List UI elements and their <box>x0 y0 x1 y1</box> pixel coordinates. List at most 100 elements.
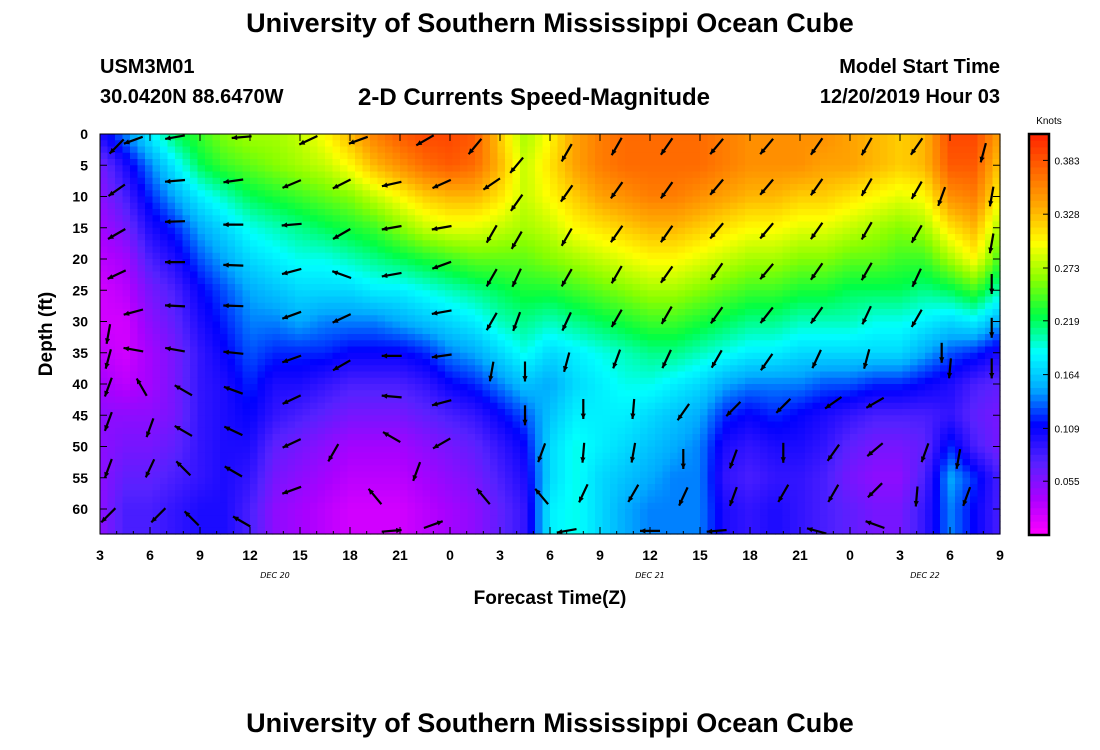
heatmap-cell <box>340 246 349 254</box>
heatmap-cell <box>130 490 139 498</box>
heatmap-cell <box>437 171 446 179</box>
heatmap-cell <box>655 459 664 466</box>
heatmap-cell <box>490 321 499 329</box>
heatmap-cell <box>467 177 476 185</box>
heatmap-cell <box>580 215 589 223</box>
heatmap-cell <box>617 490 626 498</box>
heatmap-cell <box>122 296 131 304</box>
heatmap-cell <box>332 159 341 166</box>
heatmap-cell <box>287 284 296 291</box>
heatmap-cell <box>182 421 191 429</box>
heatmap-cell <box>437 290 446 298</box>
heatmap-cell <box>130 240 139 248</box>
heatmap-cell <box>445 209 454 216</box>
heatmap-cell <box>295 340 304 348</box>
heatmap-cell <box>557 427 566 435</box>
heatmap-cell <box>467 196 476 204</box>
heatmap-cell <box>212 290 221 298</box>
heatmap-cell <box>340 209 349 216</box>
heatmap-cell <box>572 334 581 341</box>
heatmap-cell <box>145 134 154 141</box>
heatmap-cell <box>610 352 619 360</box>
heatmap-cell <box>415 421 424 429</box>
heatmap-cell <box>610 496 619 504</box>
heatmap-cell <box>332 259 341 266</box>
heatmap-cell <box>235 240 244 248</box>
heatmap-cell <box>370 309 379 316</box>
heatmap-cell <box>235 296 244 304</box>
heatmap-cell <box>482 396 491 404</box>
heatmap-cell <box>257 484 266 491</box>
heatmap-cell <box>677 290 686 298</box>
heatmap-cell <box>662 146 671 154</box>
heatmap-cell <box>355 421 364 429</box>
heatmap-cell <box>670 396 679 404</box>
heatmap-cell <box>362 152 371 160</box>
heatmap-cell <box>580 227 589 235</box>
heatmap-cell <box>677 334 686 341</box>
heatmap-cell <box>392 465 401 473</box>
heatmap-cell <box>490 377 499 385</box>
heatmap-cell <box>415 415 424 423</box>
heatmap-cell <box>340 515 349 523</box>
heatmap-cell <box>602 471 611 479</box>
heatmap-cell <box>452 190 461 198</box>
heatmap-cell <box>332 171 341 179</box>
heatmap-cell <box>145 265 154 273</box>
heatmap-cell <box>355 452 364 460</box>
heatmap-cell <box>392 252 401 260</box>
heatmap-cell <box>505 196 514 204</box>
heatmap-cell <box>370 271 379 279</box>
heatmap-cell <box>220 484 229 491</box>
heatmap-cell <box>197 409 206 416</box>
heatmap-cell <box>182 165 191 173</box>
heatmap-cell <box>332 421 341 429</box>
heatmap-cell <box>167 446 176 454</box>
heatmap-cell <box>542 252 551 260</box>
heatmap-cell <box>565 502 574 510</box>
heatmap-cell <box>625 159 634 166</box>
heatmap-cell <box>662 290 671 298</box>
heatmap-cell <box>107 371 116 379</box>
heatmap-cell <box>452 221 461 229</box>
heatmap-cell <box>302 484 311 491</box>
heatmap-cell <box>497 365 506 373</box>
heatmap-cell <box>430 296 439 304</box>
heatmap-cell <box>400 359 409 366</box>
heatmap-cell <box>385 221 394 229</box>
heatmap-cell <box>212 171 221 179</box>
heatmap-cell <box>310 471 319 479</box>
heatmap-cell <box>527 184 536 191</box>
heatmap-cell <box>227 196 236 204</box>
heatmap-cell <box>677 365 686 373</box>
heatmap-cell <box>227 465 236 473</box>
heatmap-cell <box>632 246 641 254</box>
heatmap-cell <box>400 371 409 379</box>
heatmap-cell <box>490 309 499 316</box>
heatmap-cell <box>317 321 326 329</box>
heatmap-cell <box>152 446 161 454</box>
heatmap-cell <box>265 446 274 454</box>
heatmap-cell <box>655 190 664 198</box>
heatmap-cell <box>257 365 266 373</box>
heatmap-cell <box>362 402 371 410</box>
heatmap-cell <box>482 234 491 241</box>
heatmap-cell <box>445 434 454 441</box>
heatmap-cell <box>122 384 131 391</box>
heatmap-cell <box>445 446 454 454</box>
heatmap-cell <box>557 415 566 423</box>
heatmap-cell <box>325 334 334 341</box>
heatmap-cell <box>445 527 454 535</box>
heatmap-cell <box>400 259 409 266</box>
heatmap-cell <box>497 509 506 516</box>
heatmap-cell <box>115 409 124 416</box>
heatmap-cell <box>445 359 454 366</box>
heatmap-cell <box>602 509 611 516</box>
heatmap-cell <box>167 284 176 291</box>
heatmap-cell <box>580 471 589 479</box>
heatmap-cell <box>512 365 521 373</box>
heatmap-cell <box>167 365 176 373</box>
heatmap-cell <box>220 459 229 466</box>
heatmap-cell <box>452 334 461 341</box>
heatmap-cell <box>632 271 641 279</box>
